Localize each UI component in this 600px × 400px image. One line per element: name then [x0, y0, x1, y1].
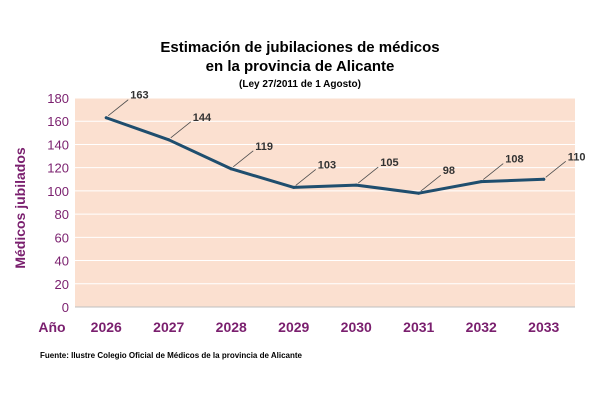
x-tick-label-2029: 2029: [278, 319, 309, 335]
x-tick-label-2026: 2026: [91, 319, 122, 335]
x-tick-label-2031: 2031: [403, 319, 434, 335]
x-tick-label-2027: 2027: [153, 319, 184, 335]
plot-area: [75, 98, 575, 307]
y-tick-label: 80: [55, 207, 69, 222]
y-tick-label: 100: [47, 184, 69, 199]
data-point-2032: [479, 180, 483, 184]
chart-title-line2: en la provincia de Alicante: [205, 58, 395, 75]
x-tick-label-2030: 2030: [341, 319, 372, 335]
data-point-2027: [167, 138, 171, 142]
data-label-2029: 103: [318, 159, 336, 171]
y-tick-label: 140: [47, 137, 69, 152]
series-line: [104, 116, 546, 195]
data-point-2026: [104, 116, 108, 120]
x-tick-label-2033: 2033: [528, 319, 559, 335]
data-label-leader: [295, 169, 316, 186]
data-label-leader: [233, 150, 254, 168]
data-label-leader: [420, 174, 441, 192]
data-label-2033: 110: [568, 151, 586, 163]
y-tick-label: 20: [55, 277, 69, 292]
chart-title-line1: Estimación de jubilaciones de médicos: [160, 39, 440, 56]
y-tick-label: 180: [47, 91, 69, 106]
data-label-leader: [483, 163, 504, 180]
y-tick-label: 120: [47, 161, 69, 176]
data-label-leader: [358, 166, 379, 184]
source-note: Fuente: Ilustre Colegio Oficial de Médic…: [40, 351, 302, 360]
data-point-2030: [354, 183, 358, 187]
data-point-2033: [542, 177, 546, 181]
chart-title: Estimación de jubilaciones de médicos en…: [0, 38, 600, 76]
data-label-2032: 108: [505, 154, 523, 166]
data-label-2030: 105: [380, 157, 398, 169]
data-point-2031: [417, 191, 421, 195]
data-label-leader: [108, 99, 129, 117]
x-tick-label-2028: 2028: [216, 319, 247, 335]
y-tick-label: 40: [55, 254, 69, 269]
data-label-2027: 144: [193, 112, 212, 124]
data-point-2028: [229, 167, 233, 171]
y-tick-label: 0: [62, 300, 69, 315]
data-label-leader: [170, 121, 191, 139]
data-label-2026: 163: [130, 90, 148, 102]
y-tick-label: 60: [55, 230, 69, 245]
y-tick-label: 160: [47, 114, 69, 129]
chart-subtitle: (Ley 27/2011 de 1 Agosto): [239, 79, 361, 90]
data-label-2031: 98: [443, 165, 455, 177]
x-axis-label: Año: [38, 319, 65, 335]
x-tick-label-2032: 2032: [466, 319, 497, 335]
data-point-2029: [292, 185, 296, 189]
data-label-2028: 119: [255, 141, 273, 153]
data-label-leader: [545, 160, 566, 178]
